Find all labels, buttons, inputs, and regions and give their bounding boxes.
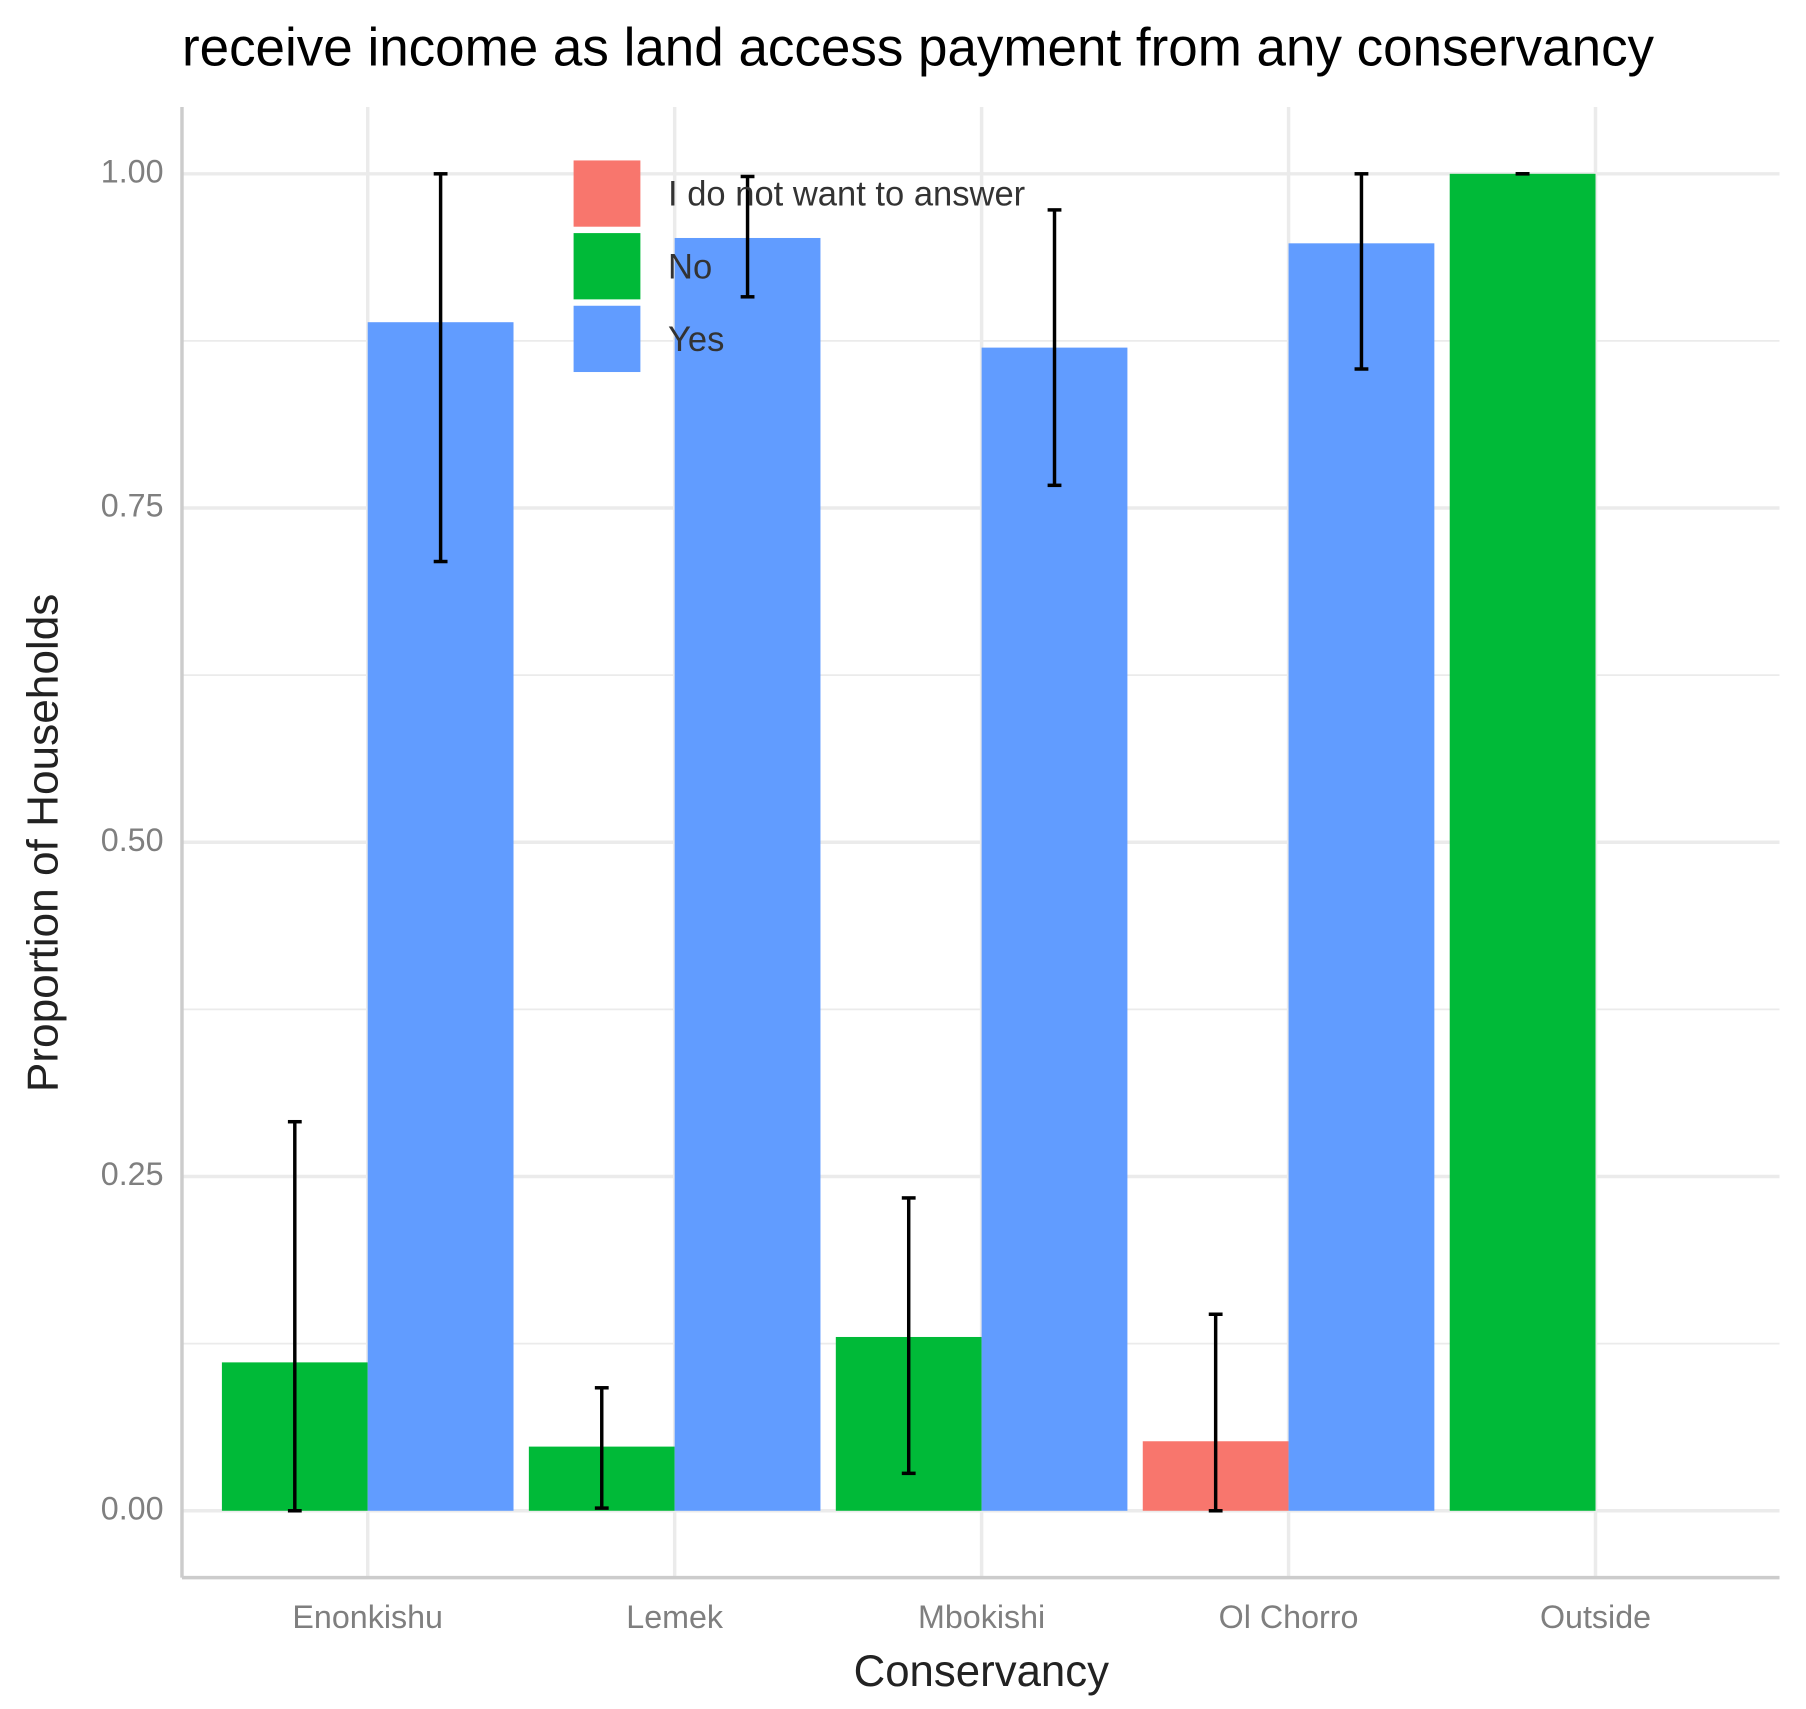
bar xyxy=(981,347,1128,1511)
legend-key xyxy=(573,305,641,373)
legend-label: Yes xyxy=(668,321,724,359)
bar xyxy=(1449,173,1596,1511)
x-tick-label: Lemek xyxy=(626,1599,724,1635)
legend-label: No xyxy=(668,248,712,286)
legend-key xyxy=(573,160,641,227)
legend-key xyxy=(573,233,641,300)
x-tick-label: Outside xyxy=(1540,1599,1651,1635)
y-tick-label: 0.50 xyxy=(101,822,164,858)
bar xyxy=(674,237,821,1511)
y-tick-label: 0.75 xyxy=(101,488,164,524)
y-tick-label: 0.25 xyxy=(101,1156,164,1192)
x-tick-label: Enonkishu xyxy=(292,1599,443,1635)
chart-title: receive income as land access payment fr… xyxy=(182,18,1654,77)
x-tick-label: Mbokishi xyxy=(918,1599,1045,1635)
x-tick-label: Ol Chorro xyxy=(1219,1599,1359,1635)
x-axis-title: Conservancy xyxy=(854,1647,1109,1696)
y-tick-label: 0.00 xyxy=(101,1490,164,1526)
bar xyxy=(1288,243,1435,1511)
y-axis-title: Proportion of Households xyxy=(19,594,68,1092)
y-tick-label: 1.00 xyxy=(101,153,164,189)
legend-label: I do not want to answer xyxy=(668,176,1025,214)
